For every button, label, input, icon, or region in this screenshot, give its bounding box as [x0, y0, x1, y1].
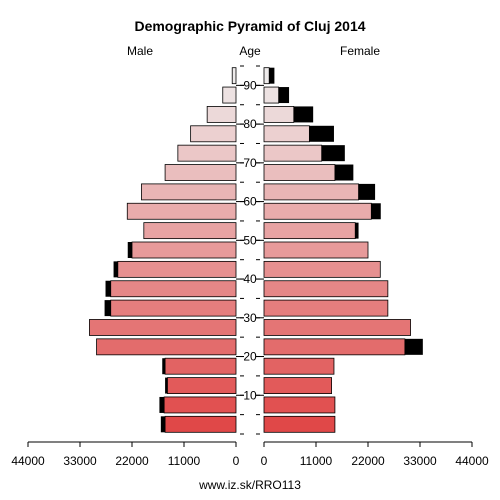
female-bar-55-59 — [263, 202, 372, 220]
female-excess-bar-20-24 — [404, 338, 423, 355]
male-bar-75-79 — [190, 125, 237, 143]
female-bar-20-24 — [263, 338, 406, 356]
female-bar-10-14 — [263, 377, 332, 394]
female-excess-bar-60-64 — [358, 183, 376, 200]
age-tick-label-60: 60 — [243, 195, 257, 209]
male-excess-bar-15-19 — [162, 358, 166, 375]
female-bar-70-74 — [263, 144, 323, 162]
male-excess-bar-30-34 — [104, 300, 111, 317]
age-label: Age — [239, 44, 261, 58]
female-bar-90+ — [263, 67, 270, 85]
age-tick-label-50: 50 — [243, 233, 257, 247]
male-x-tick-label-22000: 22000 — [115, 454, 149, 468]
male-excess-bar-10-14 — [165, 377, 168, 394]
male-bar-40-44 — [117, 260, 237, 278]
female-excess-bar-80-84 — [293, 106, 314, 123]
male-bar-15-19 — [164, 357, 237, 375]
male-excess-bar-0-4 — [160, 416, 166, 433]
female-bar-80-84 — [263, 106, 295, 123]
male-bar-55-59 — [126, 202, 237, 220]
female-bar-35-39 — [263, 280, 389, 298]
male-bar-35-39 — [110, 280, 237, 298]
female-bar-75-79 — [263, 125, 310, 143]
female-excess-bar-70-74 — [321, 145, 345, 162]
female-x-tick-label-33000: 33000 — [403, 454, 437, 468]
axes-layer: 10 20 30 40 50 60 70 80 90 44000 33000 22000 11000 0 0… — [11, 65, 489, 468]
male-excess-bar-35-39 — [105, 280, 111, 297]
female-bar-5-9 — [263, 396, 336, 414]
male-x-tick-label-11000: 11000 — [168, 454, 201, 468]
male-excess-bar-5-9 — [159, 396, 165, 413]
chart-title: Demographic Pyramid of Cluj 2014 — [134, 18, 365, 34]
male-excess-bar-45-49 — [127, 242, 132, 258]
female-excess-bar-50-54 — [355, 222, 359, 239]
age-tick-label-10: 10 — [243, 388, 257, 402]
age-tick-label-90: 90 — [243, 78, 257, 92]
female-bar-85-89 — [263, 86, 280, 104]
male-bar-80-84 — [206, 106, 237, 123]
male-bar-70-74 — [177, 144, 237, 162]
male-excess-bar-40-44 — [113, 261, 118, 278]
female-bar-25-29 — [263, 319, 411, 336]
male-x-tick-label-44000: 44000 — [11, 454, 45, 468]
age-tick-label-40: 40 — [243, 272, 257, 286]
female-bar-40-44 — [263, 260, 381, 278]
age-tick-label-20: 20 — [243, 350, 257, 364]
female-bar-0-4 — [263, 415, 336, 433]
male-bar-50-54 — [143, 222, 237, 240]
female-x-tick-label-11000: 11000 — [300, 454, 333, 468]
male-bar-90+ — [231, 67, 237, 85]
male-bar-65-69 — [164, 164, 237, 181]
male-label: Male — [127, 44, 153, 58]
age-tick-label-30: 30 — [243, 311, 257, 325]
male-bar-20-24 — [96, 338, 237, 356]
female-x-tick-label-22000: 22000 — [351, 454, 385, 468]
male-bar-85-89 — [222, 86, 237, 104]
male-bar-5-9 — [163, 396, 237, 414]
female-excess-bar-85-89 — [278, 87, 290, 104]
female-bar-45-49 — [263, 241, 369, 259]
male-x-tick-label-33000: 33000 — [63, 454, 97, 468]
male-x-tick-label-0: 0 — [233, 454, 240, 468]
female-excess-bar-65-69 — [334, 164, 354, 181]
female-excess-bar-55-59 — [371, 203, 381, 220]
female-x-tick-label-44000: 44000 — [455, 454, 489, 468]
male-bar-45-49 — [131, 241, 237, 259]
male-bar-25-29 — [89, 319, 237, 336]
male-bar-0-4 — [164, 415, 237, 433]
male-bar-60-64 — [141, 183, 237, 201]
female-bar-65-69 — [263, 164, 336, 181]
female-excess-bar-75-79 — [309, 125, 334, 142]
age-tick-label-80: 80 — [243, 117, 257, 131]
male-bar-10-14 — [167, 377, 237, 394]
female-label: Female — [340, 44, 380, 58]
age-tick-label-70: 70 — [243, 156, 257, 170]
footer-source: www.iz.sk/RRO113 — [198, 478, 301, 492]
female-excess-bar-90+ — [269, 67, 275, 84]
female-bar-50-54 — [263, 222, 356, 240]
male-bar-30-34 — [110, 299, 237, 317]
female-bar-30-34 — [263, 299, 389, 317]
female-bar-60-64 — [263, 183, 359, 201]
female-bar-15-19 — [263, 357, 335, 375]
female-x-tick-label-0: 0 — [261, 454, 268, 468]
bars-layer — [89, 67, 423, 433]
